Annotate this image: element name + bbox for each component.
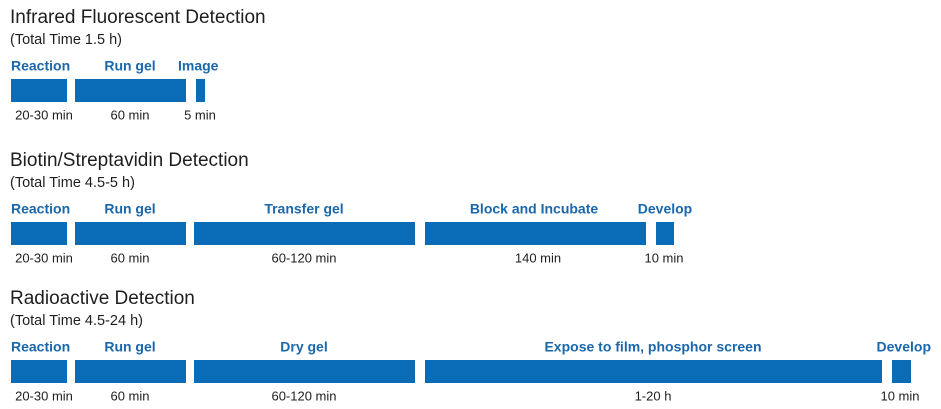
step-label: Develop xyxy=(638,201,692,217)
step-bar xyxy=(75,360,186,383)
section-title: Radioactive Detection xyxy=(10,288,195,309)
step-label: Run gel xyxy=(104,58,155,74)
step-duration: 60-120 min xyxy=(271,388,336,403)
section-title: Biotin/Streptavidin Detection xyxy=(10,150,249,171)
step-label: Dry gel xyxy=(280,339,327,355)
step-label: Reaction xyxy=(11,339,70,355)
step-bar xyxy=(75,222,186,245)
step-label: Reaction xyxy=(11,58,70,74)
step-duration: 60-120 min xyxy=(271,250,336,265)
step-bar xyxy=(196,79,205,102)
section-subtitle: (Total Time 4.5-24 h) xyxy=(10,313,143,329)
step-duration: 20-30 min xyxy=(15,250,73,265)
step-label: Run gel xyxy=(104,201,155,217)
step-duration: 5 min xyxy=(184,107,216,122)
step-bar xyxy=(425,360,882,383)
section-subtitle: (Total Time 4.5-5 h) xyxy=(10,175,135,191)
step-bar xyxy=(892,360,911,383)
step-label: Run gel xyxy=(104,339,155,355)
step-duration: 10 min xyxy=(644,250,683,265)
step-duration: 1-20 h xyxy=(635,388,672,403)
step-bar xyxy=(194,222,415,245)
step-bar xyxy=(194,360,415,383)
step-duration: 20-30 min xyxy=(15,107,73,122)
step-label: Reaction xyxy=(11,201,70,217)
step-duration: 10 min xyxy=(880,388,919,403)
step-duration: 60 min xyxy=(110,388,149,403)
step-label: Block and Incubate xyxy=(470,201,599,217)
step-duration: 140 min xyxy=(515,250,561,265)
step-label: Image xyxy=(178,58,219,74)
step-bar xyxy=(11,79,67,102)
step-bar xyxy=(75,79,186,102)
step-bar xyxy=(425,222,646,245)
step-duration: 60 min xyxy=(110,107,149,122)
step-bar xyxy=(11,360,67,383)
step-label: Develop xyxy=(877,339,931,355)
step-bar xyxy=(656,222,674,245)
step-bar xyxy=(11,222,67,245)
step-duration: 60 min xyxy=(110,250,149,265)
section-title: Infrared Fluorescent Detection xyxy=(10,7,266,28)
step-label: Expose to film, phosphor screen xyxy=(544,339,761,355)
step-duration: 20-30 min xyxy=(15,388,73,403)
section-subtitle: (Total Time 1.5 h) xyxy=(10,32,122,48)
step-label: Transfer gel xyxy=(264,201,343,217)
